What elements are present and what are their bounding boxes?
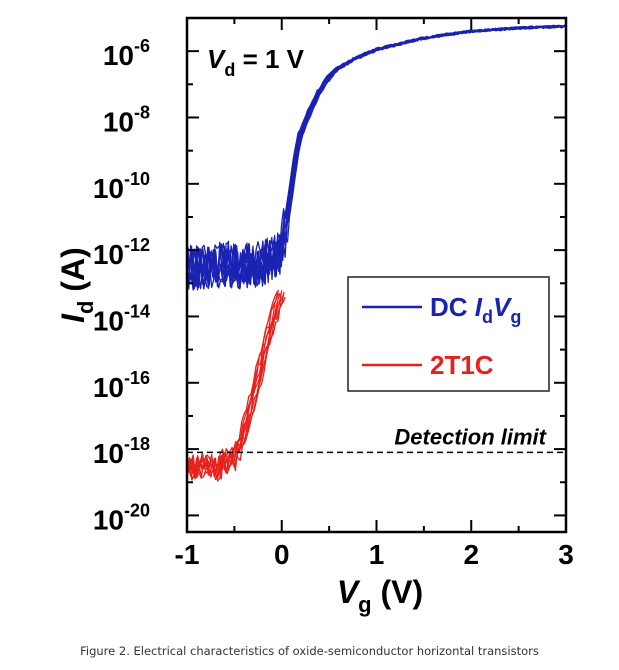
y-tick-base: 10 (93, 239, 124, 270)
x-axis-label-sub: g (358, 592, 371, 617)
y-tick-exponent: -10 (124, 169, 150, 189)
y-tick-exponent: -8 (134, 102, 150, 122)
legend-dc-part4: g (510, 307, 521, 327)
t2c-sweep-7 (189, 296, 286, 480)
y-axis-label: Id (A) (55, 247, 98, 323)
legend-label-t2c: 2T1C (430, 350, 494, 380)
dc-sweep-8 (188, 24, 567, 289)
x-axis-label-unit: (V) (372, 574, 424, 610)
y-tick-base: 10 (93, 438, 124, 469)
y-axis-label-unit: (A) (55, 247, 91, 300)
y-axis-label-sub: d (73, 300, 98, 313)
y-tick-label: 10-8 (103, 102, 150, 137)
x-axis-label-base: V (337, 574, 361, 610)
y-tick-exponent: -14 (124, 301, 150, 321)
legend-label-dc: DC IdVg (430, 292, 521, 327)
legend-box (347, 276, 550, 392)
legend: DC IdVg 2T1C (347, 276, 550, 392)
annotation-vd-rest: = 1 V (235, 44, 304, 74)
y-axis-label-base: I (55, 313, 91, 323)
legend-dc-part2: d (482, 307, 493, 327)
tick-marks (186, 17, 567, 532)
y-tick-label: 10-18 (93, 434, 150, 469)
annotation-vd-sub: d (224, 60, 235, 80)
x-tick-labels: -1 0 1 2 3 (175, 539, 574, 570)
t2c-trace-group (186, 289, 286, 483)
y-tick-exponent: -16 (124, 368, 150, 388)
x-tick-label: -1 (175, 539, 200, 570)
y-tick-base: 10 (93, 504, 124, 535)
legend-dc-part3: V (493, 292, 513, 322)
y-tick-exponent: -12 (124, 235, 150, 255)
figure: Detection limit -1 0 1 2 3 10-610-810-1010-1… (55, 16, 574, 617)
y-tick-label: 10-12 (93, 235, 150, 270)
legend-dc-part1: I (475, 292, 483, 322)
y-tick-exponent: -18 (124, 434, 150, 454)
y-tick-base: 10 (103, 40, 134, 71)
y-tick-label: 10-20 (93, 500, 150, 535)
dc-trace-group (186, 24, 567, 291)
t2c-sweep-3 (186, 293, 282, 483)
detection-limit-label: Detection limit (394, 424, 547, 449)
t2c-sweep-2 (186, 292, 281, 481)
y-tick-label: 10-6 (103, 36, 150, 71)
y-tick-base: 10 (93, 305, 124, 336)
x-tick-label: 1 (369, 539, 385, 570)
y-tick-exponent: -6 (134, 36, 150, 56)
x-tick-label: 3 (558, 539, 574, 570)
x-tick-label: 0 (274, 539, 290, 570)
y-tick-label: 10-10 (93, 169, 150, 204)
y-tick-base: 10 (103, 106, 134, 137)
y-tick-base: 10 (93, 173, 124, 204)
y-tick-exponent: -20 (124, 500, 150, 520)
y-tick-label: 10-16 (93, 368, 150, 403)
y-tick-base: 10 (93, 372, 124, 403)
plot-frame (185, 16, 568, 534)
y-tick-label: 10-14 (93, 301, 150, 336)
x-axis-label: Vg (V) (337, 574, 423, 617)
t2c-sweep-1 (186, 289, 279, 474)
figure-caption: Figure 2. Electrical characteristics of … (80, 644, 539, 658)
legend-dc-part0: DC (430, 292, 475, 322)
x-tick-label: 2 (463, 539, 479, 570)
annotation-vd-base: V (207, 44, 227, 74)
dc-sweep-7 (188, 25, 567, 289)
annotation-vd: Vd = 1 V (207, 44, 305, 80)
